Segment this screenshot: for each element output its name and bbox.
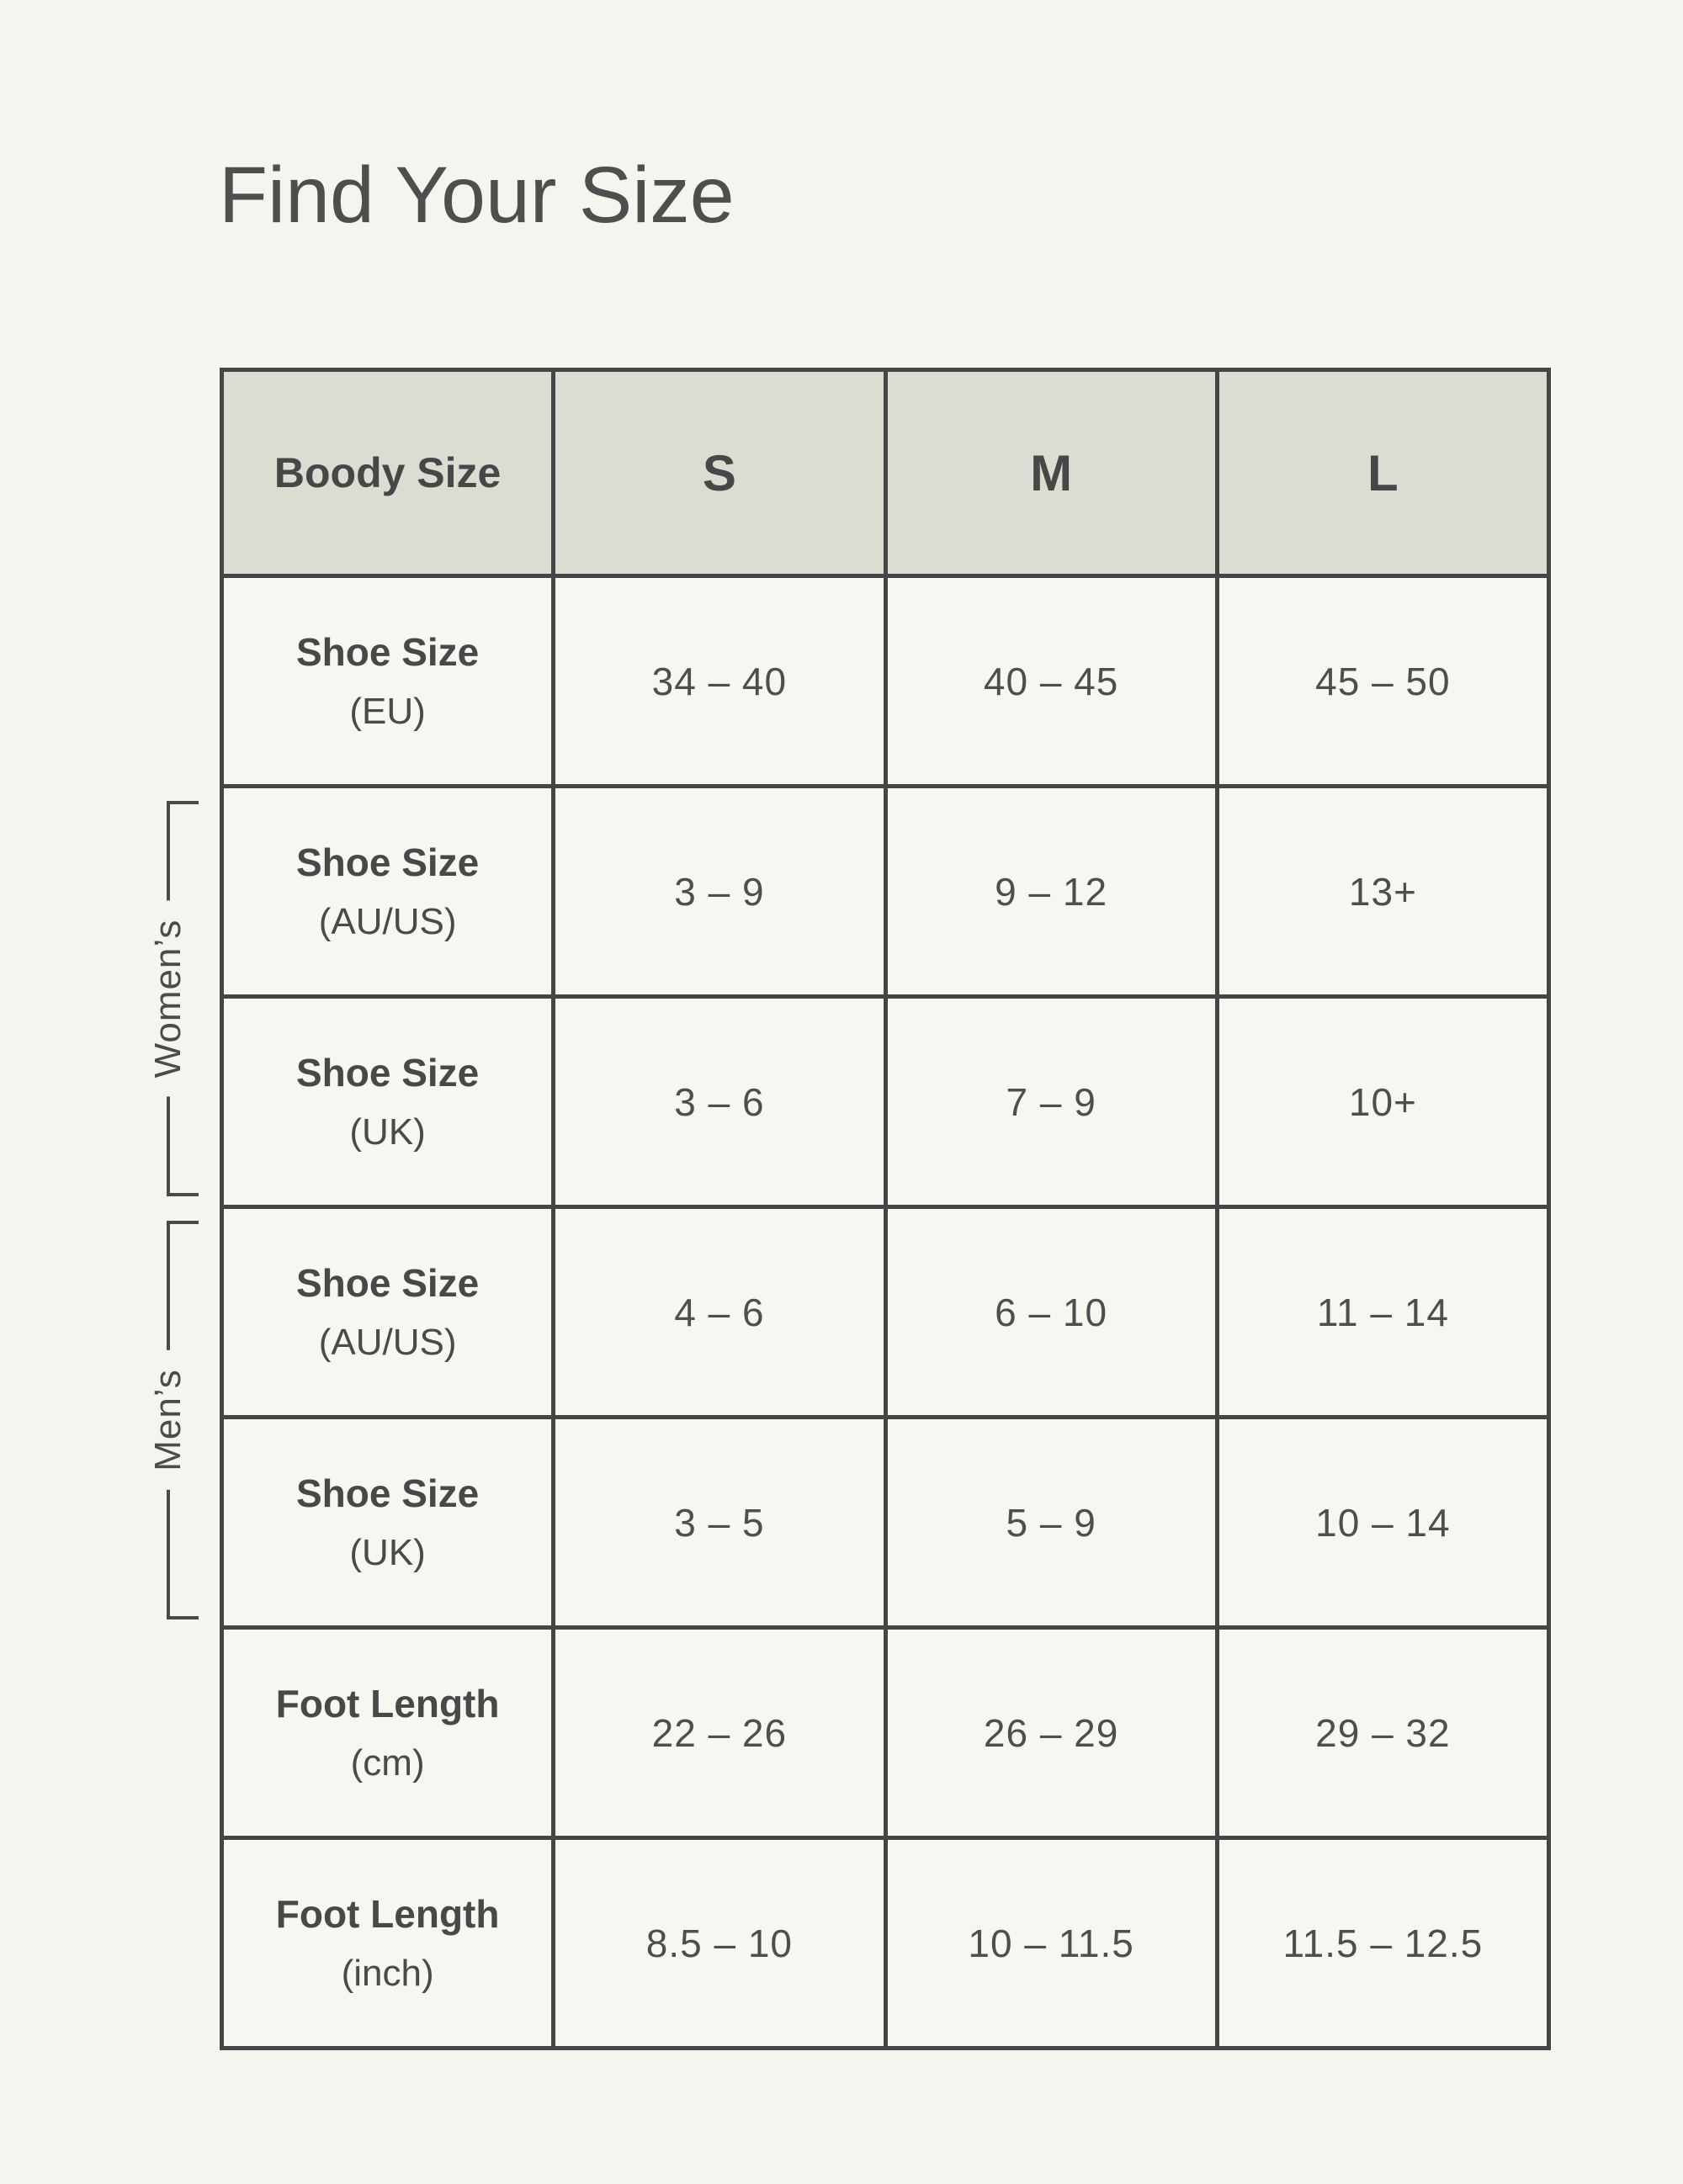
table-row-shoe-size-eu: Shoe Size (EU) 34 – 40 40 – 45 45 – 50 bbox=[219, 574, 1552, 788]
row-sublabel: (UK) bbox=[349, 1111, 426, 1153]
row-label: Foot Length bbox=[275, 1681, 500, 1725]
table-row-mens-shoe-size-auus: Shoe Size (AU/US) 4 – 6 6 – 10 11 – 14 bbox=[219, 1205, 1552, 1419]
table-header-row: Boody Size S M L bbox=[219, 368, 1552, 578]
size-table: Boody Size S M L Shoe Size (EU) 34 – 40 … bbox=[219, 368, 1552, 2050]
row-label-cell: Shoe Size (EU) bbox=[219, 574, 556, 788]
row-sublabel: (AU/US) bbox=[318, 900, 457, 942]
row-label-cell: Shoe Size (AU/US) bbox=[219, 1205, 556, 1419]
table-row-foot-length-inch: Foot Length (inch) 8.5 – 10 10 – 11.5 11… bbox=[219, 1836, 1552, 2050]
cell-value-m: 40 – 45 bbox=[883, 574, 1219, 788]
table-header-size-m: M bbox=[883, 368, 1219, 578]
cell-value-m: 7 – 9 bbox=[883, 994, 1219, 1209]
cell-value-l: 45 – 50 bbox=[1214, 574, 1552, 788]
table-row-womens-shoe-size-auus: Shoe Size (AU/US) 3 – 9 9 – 12 13+ bbox=[219, 784, 1552, 999]
cell-value-m: 9 – 12 bbox=[883, 784, 1219, 999]
row-label-cell: Foot Length (inch) bbox=[219, 1836, 556, 2050]
row-label: Shoe Size bbox=[295, 1471, 480, 1515]
cell-value-m: 5 – 9 bbox=[883, 1415, 1219, 1630]
row-label: Shoe Size bbox=[295, 1260, 480, 1305]
cell-value-m: 6 – 10 bbox=[883, 1205, 1219, 1419]
cell-value-l: 11.5 – 12.5 bbox=[1214, 1836, 1552, 2050]
row-label-cell: Foot Length (cm) bbox=[219, 1625, 556, 1840]
row-sublabel: (AU/US) bbox=[318, 1321, 457, 1363]
table-header-boody-size: Boody Size bbox=[219, 368, 556, 578]
row-label: Shoe Size bbox=[295, 840, 480, 884]
cell-value-l: 13+ bbox=[1214, 784, 1552, 999]
row-label-cell: Shoe Size (UK) bbox=[219, 1415, 556, 1630]
cell-value-s: 4 – 6 bbox=[551, 1205, 888, 1419]
table-row-mens-shoe-size-uk: Shoe Size (UK) 3 – 5 5 – 9 10 – 14 bbox=[219, 1415, 1552, 1630]
cell-value-s: 34 – 40 bbox=[551, 574, 888, 788]
cell-value-m: 10 – 11.5 bbox=[883, 1836, 1219, 2050]
cell-value-l: 10 – 14 bbox=[1214, 1415, 1552, 1630]
mens-bracket: Men’s bbox=[147, 1221, 199, 1619]
table-header-size-l: L bbox=[1214, 368, 1552, 578]
cell-value-s: 3 – 6 bbox=[551, 994, 888, 1209]
cell-value-m: 26 – 29 bbox=[883, 1625, 1219, 1840]
table-row-foot-length-cm: Foot Length (cm) 22 – 26 26 – 29 29 – 32 bbox=[219, 1625, 1552, 1840]
cell-value-s: 3 – 5 bbox=[551, 1415, 888, 1630]
row-sublabel: (UK) bbox=[349, 1531, 426, 1573]
row-sublabel: (EU) bbox=[349, 690, 426, 732]
table-header-size-s: S bbox=[551, 368, 888, 578]
cell-value-s: 8.5 – 10 bbox=[551, 1836, 888, 2050]
cell-value-l: 11 – 14 bbox=[1214, 1205, 1552, 1419]
table-row-womens-shoe-size-uk: Shoe Size (UK) 3 – 6 7 – 9 10+ bbox=[219, 994, 1552, 1209]
cell-value-s: 22 – 26 bbox=[551, 1625, 888, 1840]
row-label-cell: Shoe Size (AU/US) bbox=[219, 784, 556, 999]
mens-bracket-label: Men’s bbox=[147, 1350, 189, 1490]
row-label: Foot Length bbox=[275, 1891, 500, 1936]
womens-bracket: Women’s bbox=[147, 801, 199, 1196]
row-label: Shoe Size bbox=[295, 1050, 480, 1095]
row-sublabel: (inch) bbox=[341, 1952, 434, 1994]
row-sublabel: (cm) bbox=[350, 1741, 425, 1784]
cell-value-l: 29 – 32 bbox=[1214, 1625, 1552, 1840]
womens-bracket-label: Women’s bbox=[147, 900, 189, 1097]
row-label-cell: Shoe Size (UK) bbox=[219, 994, 556, 1209]
row-label: Shoe Size bbox=[295, 629, 480, 674]
cell-value-l: 10+ bbox=[1214, 994, 1552, 1209]
cell-value-s: 3 – 9 bbox=[551, 784, 888, 999]
page-title: Find Your Size bbox=[219, 151, 735, 240]
